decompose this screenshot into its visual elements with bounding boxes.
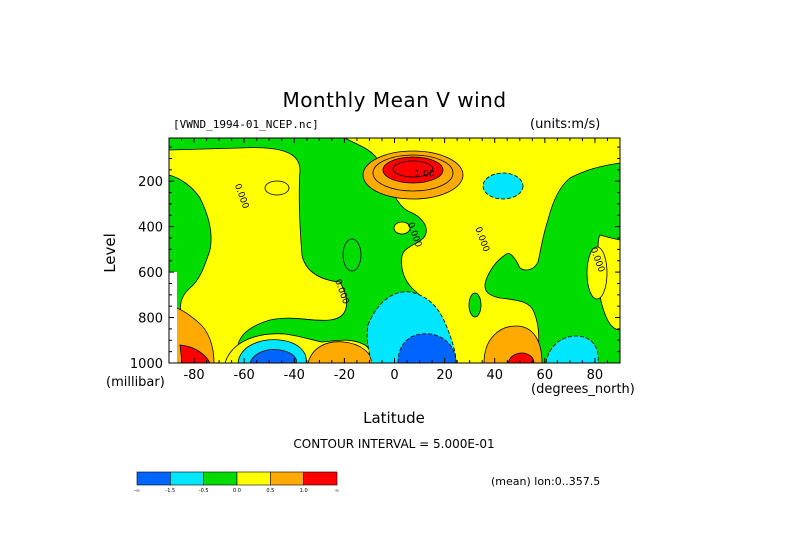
color-scale-swatch	[170, 471, 204, 486]
y-tick-label: 800	[138, 312, 163, 327]
color-scale-label: 1.0	[300, 488, 308, 494]
x-axis-units: (degrees_north)	[531, 382, 635, 397]
x-tick-label: 60	[537, 368, 554, 383]
x-tick-label: -40	[284, 368, 305, 383]
color-scale-swatch	[136, 471, 171, 486]
x-tick-label: -80	[183, 368, 204, 383]
color-scale-label: -1.5	[165, 488, 175, 494]
color-scale-label: ∞	[335, 488, 339, 494]
color-scale-bar: -∞ -1.5 -0.5 0.0 0.5 1.0 ∞	[134, 471, 339, 494]
negative-region-polar-north	[545, 335, 599, 363]
max-region-south-pole	[179, 344, 211, 363]
y-axis-units: (millibar)	[106, 375, 165, 390]
mean-longitude-label: (mean) lon:0..357.5	[491, 475, 601, 488]
color-scale-label: -0.5	[199, 488, 209, 494]
x-axis: -80 -60 -40 -20 0 20 40 60 80	[168, 138, 621, 383]
negative-blob-midlat	[468, 292, 482, 318]
wind-field	[169, 138, 620, 363]
x-tick-label: 20	[436, 368, 453, 383]
negative-blob-tropics	[342, 238, 362, 272]
contour-interval: CONTOUR INTERVAL = 5.000E-01	[293, 437, 495, 451]
color-scale-label: -∞	[134, 488, 140, 494]
color-scale-label: 0.0	[233, 488, 241, 494]
x-tick-label: 40	[486, 368, 503, 383]
jet-core-contour	[392, 160, 434, 178]
positive-blob-east	[586, 246, 608, 300]
y-axis: 200 400 600 800 1000	[130, 146, 620, 372]
negative-region-northeast	[482, 172, 524, 200]
x-tick-label: 0	[390, 368, 398, 383]
color-scale-label: 0.5	[266, 488, 274, 494]
min-region-equator	[397, 333, 457, 363]
units-label: (units:m/s)	[530, 117, 601, 132]
contour-label: 1.00	[415, 170, 435, 180]
x-tick-label: -20	[334, 368, 355, 383]
y-tick-label: 400	[138, 221, 163, 236]
color-scale-swatch	[236, 471, 271, 486]
dataset-label: [VWND_1994-01_NCEP.nc]	[173, 118, 319, 131]
y-axis-title: Level	[101, 233, 119, 273]
max-region-north	[507, 352, 535, 363]
y-tick-label: 1000	[130, 357, 163, 372]
positive-blob-center	[393, 221, 411, 235]
x-axis-title: Latitude	[363, 409, 425, 427]
color-scale-swatch	[270, 471, 304, 486]
color-scale-swatch	[203, 471, 238, 486]
y-tick-label: 200	[138, 175, 163, 190]
min-region-south	[249, 349, 297, 363]
chart-title: Monthly Mean V wind	[282, 88, 507, 112]
y-tick-label: 600	[138, 266, 163, 281]
x-tick-label: -60	[234, 368, 255, 383]
positive-blob-west	[264, 180, 290, 196]
color-scale-swatch	[303, 471, 338, 486]
x-tick-label: 80	[587, 368, 604, 383]
